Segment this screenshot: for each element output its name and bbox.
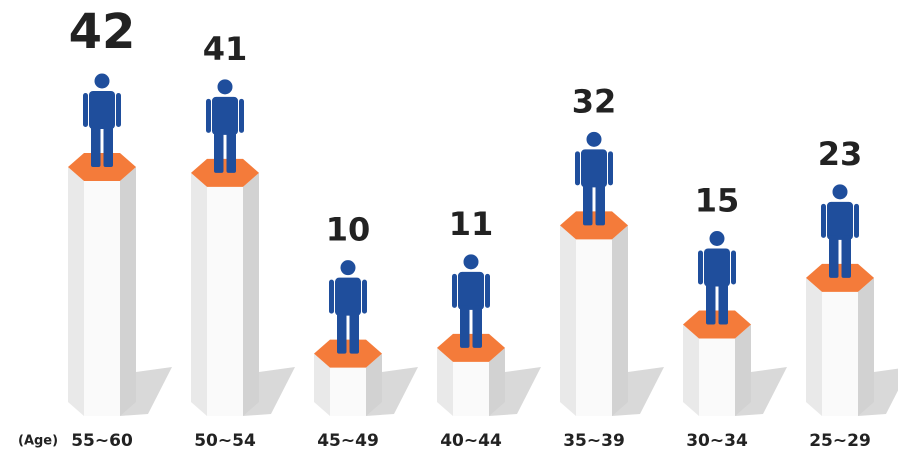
person: [821, 184, 859, 278]
pillar-right: [735, 324, 751, 416]
person-body: [335, 277, 361, 316]
pillar-top: [806, 263, 874, 292]
person-head: [340, 260, 356, 276]
value-label: 10: [326, 211, 371, 249]
pillar-right: [612, 225, 628, 416]
person-arm-right: [854, 203, 859, 238]
value-label: 15: [695, 182, 740, 220]
pillar-top: [314, 339, 382, 368]
person-body: [212, 96, 238, 135]
pillar-right: [243, 172, 259, 416]
person-arm-right: [485, 273, 490, 308]
person-leg-left: [460, 305, 470, 348]
bar: [576, 239, 612, 416]
person: [83, 73, 121, 167]
pillar-right: [858, 277, 874, 416]
person-head: [832, 184, 848, 200]
x-tick-label: 45~49: [317, 431, 379, 451]
pillar-right: [489, 347, 505, 416]
person-leg-left: [91, 125, 101, 167]
bar: [207, 186, 243, 416]
person: [329, 260, 367, 354]
value-label: 41: [203, 30, 248, 68]
person-leg-right: [841, 235, 851, 278]
bar: [822, 291, 858, 416]
pillar-left: [191, 172, 207, 416]
pillar-top: [437, 333, 505, 362]
x-tick-label: 30~34: [686, 431, 748, 451]
person-arm-right: [608, 151, 613, 186]
person-leg-left: [829, 235, 839, 278]
person-arm-left: [83, 93, 88, 127]
person-leg-right: [472, 305, 482, 348]
pillar-top: [191, 158, 259, 187]
x-axis-label: (Age): [18, 434, 58, 449]
value-label: 32: [572, 82, 617, 120]
person-arm-right: [239, 98, 244, 133]
person-arm-left: [329, 279, 334, 314]
bar: [453, 361, 489, 416]
person-head: [463, 254, 479, 270]
person-leg-left: [214, 130, 224, 173]
person: [698, 231, 736, 325]
person-arm-right: [116, 93, 121, 127]
person-leg-right: [718, 282, 728, 325]
bar: [84, 181, 120, 416]
person-leg-right: [226, 130, 236, 173]
person-leg-left: [706, 282, 716, 325]
x-tick-label: 50~54: [194, 431, 256, 451]
person: [452, 254, 490, 348]
person-body: [704, 248, 730, 287]
x-tick-label: 40~44: [440, 431, 502, 451]
pillar-right: [366, 353, 382, 416]
person-head: [94, 73, 110, 89]
person-leg-left: [583, 183, 593, 226]
value-label: 11: [449, 205, 494, 243]
pillar-left: [806, 277, 822, 416]
pillar-top: [683, 310, 751, 339]
bar: [699, 338, 735, 416]
person-leg-left: [337, 311, 347, 354]
person-arm-left: [452, 273, 457, 308]
pillar-top: [68, 153, 136, 181]
person-arm-right: [362, 279, 367, 314]
pillar-left: [560, 225, 576, 416]
person-arm-right: [731, 250, 736, 285]
x-tick-label: 55~60: [71, 431, 133, 451]
person: [206, 79, 244, 173]
x-tick-label: 25~29: [809, 431, 871, 451]
person-arm-left: [575, 151, 580, 186]
person-arm-left: [206, 98, 211, 133]
person-leg-right: [103, 125, 113, 167]
value-label: 23: [818, 135, 863, 173]
pillar-left: [314, 353, 330, 416]
person-head: [709, 231, 725, 246]
person-head: [586, 131, 602, 147]
pillar-right: [120, 167, 136, 416]
value-label: 42: [69, 4, 136, 60]
person-body: [89, 91, 115, 129]
x-tick-label: 35~39: [563, 431, 625, 451]
pillar-left: [437, 347, 453, 416]
person-arm-left: [698, 250, 703, 285]
person-leg-right: [349, 311, 359, 354]
pillar-left: [683, 324, 699, 416]
bar: [330, 367, 366, 416]
person-leg-right: [595, 183, 605, 226]
person-body: [581, 149, 607, 188]
person-body: [827, 201, 853, 240]
person: [575, 131, 613, 226]
person-head: [217, 79, 233, 95]
person-arm-left: [821, 203, 826, 238]
pillar-top: [560, 211, 628, 240]
pillar-left: [68, 167, 84, 416]
person-body: [458, 271, 484, 310]
